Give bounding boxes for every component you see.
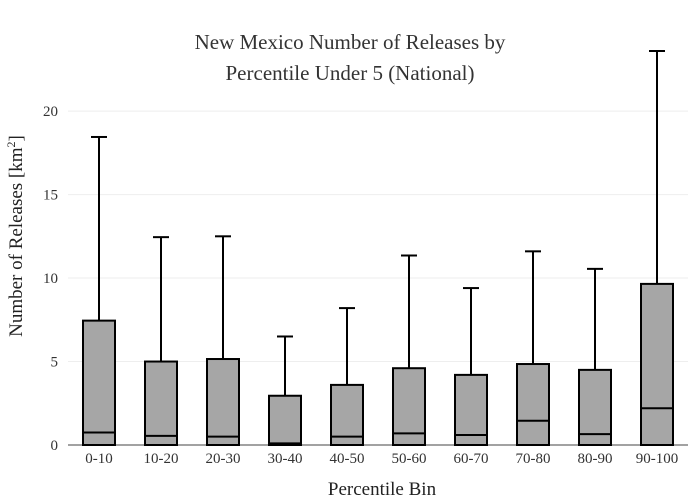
box-rect [454, 373, 488, 446]
x-tick-label: 80-90 [578, 451, 613, 467]
x-tick-label: 30-40 [268, 451, 303, 467]
box-90-100 [640, 50, 674, 446]
x-tick-label: 50-60 [392, 451, 427, 467]
box-rect [578, 368, 612, 447]
x-axis-ticks: 0-10 10-20 20-30 30-40 40-50 50-60 60-70 70-80 8… [85, 451, 678, 467]
box-10-20 [144, 236, 178, 446]
x-axis-label: Percentile Bin [328, 479, 437, 500]
box-rect [392, 367, 426, 447]
y-axis-label: Number of Releases [km2] [4, 135, 27, 337]
y-tick-label: 5 [51, 355, 59, 371]
grid-lines [68, 110, 688, 363]
box-rect [206, 358, 240, 446]
chart-title-line-1: New Mexico Number of Releases by [195, 30, 506, 54]
box-30-40 [268, 335, 302, 446]
y-axis-ticks: 0 5 10 15 20 [43, 104, 58, 454]
plot-area [68, 50, 688, 447]
box-0-10 [82, 135, 116, 447]
x-tick-label: 70-80 [516, 451, 551, 467]
box-70-80 [516, 250, 550, 446]
box-rect [640, 282, 674, 446]
x-tick-label: 0-10 [85, 451, 113, 467]
box-50-60 [392, 254, 426, 447]
box-rect [268, 394, 302, 446]
y-tick-label: 20 [43, 104, 58, 120]
x-tick-label: 40-50 [330, 451, 365, 467]
box-rect [516, 363, 550, 446]
y-tick-label: 0 [51, 438, 59, 454]
box-60-70 [454, 287, 488, 446]
box-rect [330, 383, 364, 447]
box-20-30 [206, 235, 240, 446]
chart-title-line-2: Percentile Under 5 (National) [226, 61, 475, 85]
x-tick-label: 10-20 [144, 451, 179, 467]
box-80-90 [578, 267, 612, 447]
y-tick-label: 15 [43, 188, 58, 204]
x-tick-label: 20-30 [206, 451, 241, 467]
x-tick-label: 90-100 [636, 451, 679, 467]
box-rect [82, 319, 116, 447]
y-tick-label: 10 [43, 271, 58, 287]
box-rect [144, 360, 178, 446]
box-40-50 [330, 307, 364, 447]
x-tick-label: 60-70 [454, 451, 489, 467]
